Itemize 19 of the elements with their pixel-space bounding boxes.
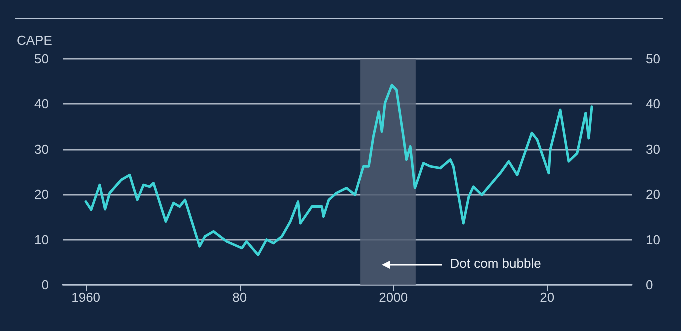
y2-tick-label: 0: [646, 278, 654, 292]
y2-tick-label: 40: [646, 96, 660, 112]
x-tick-label: 20: [540, 290, 555, 305]
y-tick-label: 10: [34, 232, 49, 248]
x-tick-label: 1960: [72, 290, 101, 305]
y2-tick-label: 50: [646, 52, 660, 66]
y-tick-label: 50: [34, 52, 49, 66]
x-tick-label: 2000: [379, 290, 408, 305]
y-tick-label: 30: [34, 142, 49, 157]
y-tick-label: 0: [42, 278, 49, 292]
y2-tick-label: 30: [646, 142, 660, 157]
y2-tick-label: 20: [646, 187, 660, 202]
y-tick-label: 40: [34, 96, 49, 112]
y2-tick-label: 10: [646, 232, 660, 248]
y-tick-label: 20: [34, 187, 49, 202]
x-tick-label: 80: [232, 290, 248, 305]
line-series: [84, 84, 594, 256]
y-axis-title: CAPE: [17, 33, 53, 48]
band-label: Dot com bubble: [450, 256, 542, 271]
